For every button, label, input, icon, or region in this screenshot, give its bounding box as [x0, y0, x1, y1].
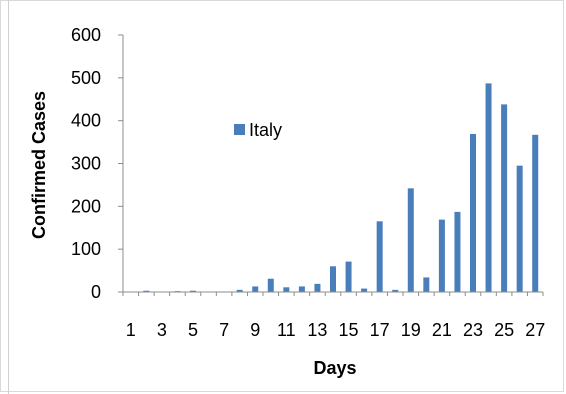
- x-axis-ticks: 1 3 5 7 9 11 13 15 17 19 21 23 25 27: [122, 292, 545, 340]
- bar: [376, 221, 383, 292]
- y-tick-label: 300: [71, 154, 101, 174]
- x-tick-label: 3: [157, 320, 167, 340]
- bar: [330, 266, 336, 292]
- bar: [252, 286, 259, 292]
- legend-swatch-italy: [234, 124, 245, 135]
- bar: [516, 165, 523, 292]
- bar: [438, 219, 445, 292]
- y-tick-label: 0: [91, 282, 101, 302]
- y-axis-title: Confirmed Cases: [29, 91, 49, 239]
- bar: [407, 188, 414, 292]
- bar: [361, 288, 368, 292]
- x-tick-label: 17: [370, 320, 390, 340]
- x-tick-label: 27: [525, 320, 545, 340]
- legend: Italy: [234, 120, 282, 140]
- x-tick-label: 5: [188, 320, 198, 340]
- x-tick-label: 13: [307, 320, 327, 340]
- x-tick-label: 25: [494, 320, 514, 340]
- bar: [236, 289, 243, 292]
- x-tick-label: 19: [401, 320, 421, 340]
- bar: [470, 133, 476, 292]
- bar-series-italy: [143, 83, 539, 292]
- y-axis-ticks: 0 100 200 300 400 500 600: [71, 25, 123, 302]
- bar: [454, 211, 461, 292]
- bar: [190, 290, 196, 292]
- bar: [501, 104, 508, 292]
- y-tick-label: 400: [71, 111, 101, 131]
- x-tick-label: 11: [277, 320, 296, 340]
- bar: [143, 290, 150, 292]
- y-tick-label: 100: [71, 239, 101, 259]
- bar: [283, 287, 290, 292]
- y-tick-label: 500: [71, 68, 101, 88]
- x-tick-label: 7: [219, 320, 229, 340]
- bar: [392, 289, 399, 292]
- x-tick-label: 9: [250, 320, 260, 340]
- bar: [485, 83, 492, 292]
- bar: [532, 134, 539, 292]
- legend-label-italy: Italy: [249, 120, 282, 140]
- x-tick-label: 21: [432, 320, 452, 340]
- chart-left-border: [8, 0, 9, 394]
- bar: [298, 286, 305, 292]
- y-tick-label: 600: [71, 25, 101, 45]
- x-tick-label: 15: [339, 320, 359, 340]
- x-axis-title: Days: [313, 358, 356, 378]
- bar: [314, 283, 321, 292]
- bar: [345, 261, 352, 292]
- x-tick-label: 1: [126, 320, 136, 340]
- x-tick-label: 23: [463, 320, 483, 340]
- bar: [267, 278, 274, 292]
- bar: [423, 277, 430, 292]
- y-tick-label: 200: [71, 196, 101, 216]
